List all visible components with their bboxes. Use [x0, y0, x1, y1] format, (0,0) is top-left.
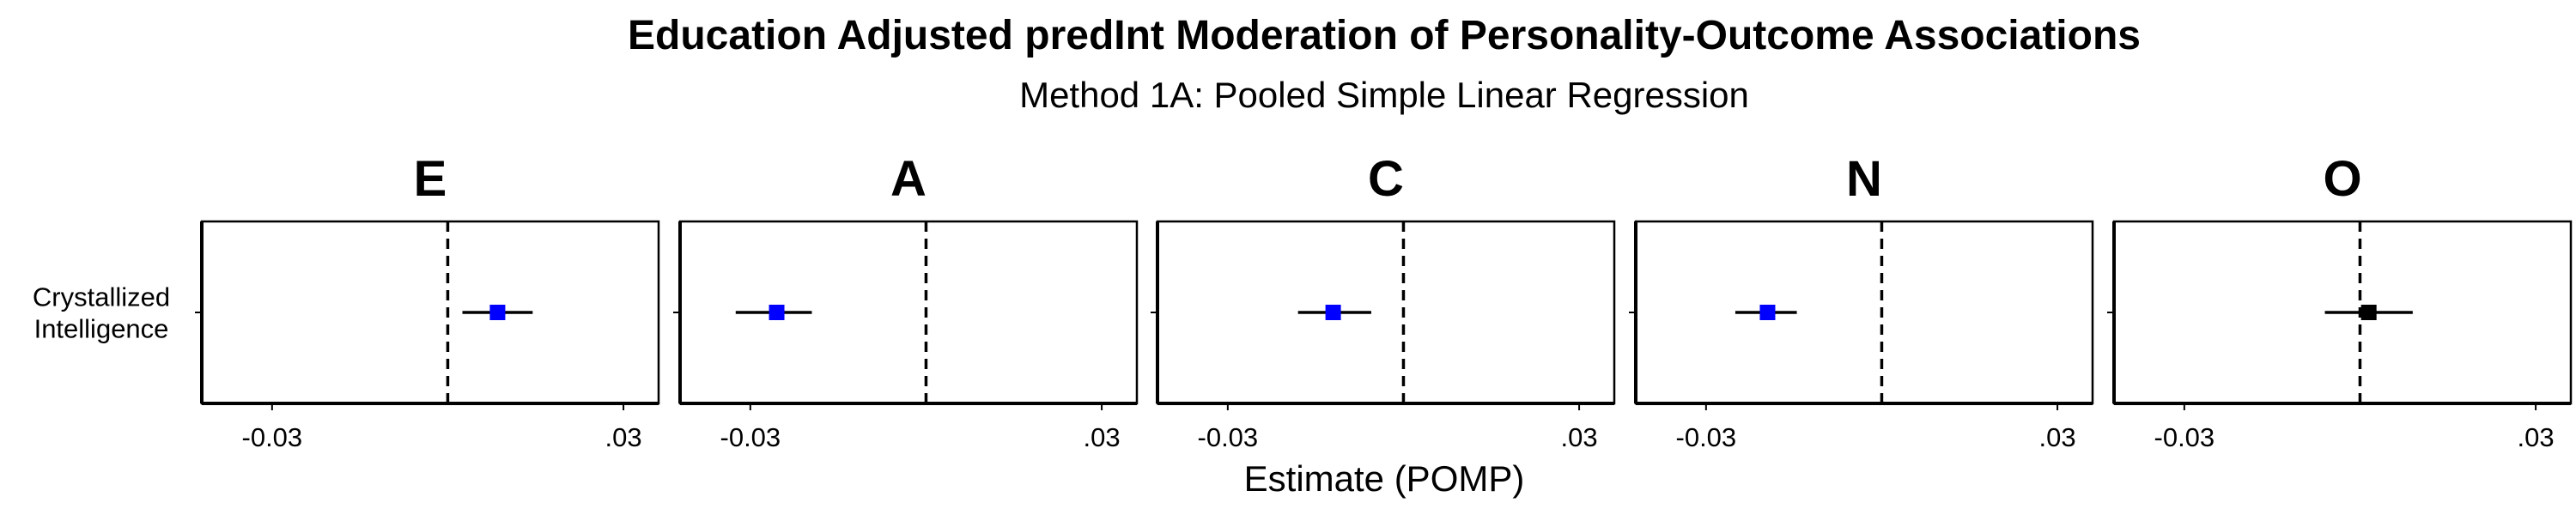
- panel-border: [1634, 220, 2094, 405]
- x-tick-label: -0.03: [2154, 422, 2215, 452]
- facet-label: A: [890, 151, 927, 207]
- point-estimate: [1759, 305, 1776, 320]
- x-tick-label: .03: [1561, 422, 1598, 452]
- chart-subtitle: Method 1A: Pooled Simple Linear Regressi…: [1019, 75, 1749, 115]
- facet-panel-o: O -0.03 .03: [2107, 151, 2573, 452]
- chart-title: Education Adjusted predInt Moderation of…: [628, 13, 2141, 58]
- x-tick-label: .03: [605, 422, 642, 452]
- x-tick-label: .03: [2039, 422, 2076, 452]
- facet-panels: E -0.03 .03 A -0.03 .03 C -0.03 .03 N -0.03 .03 O -0.…: [195, 151, 2573, 452]
- x-tick-label: -0.03: [242, 422, 303, 452]
- x-tick-label: .03: [2518, 422, 2555, 452]
- point-estimate: [769, 305, 785, 320]
- facet-panel-a: A -0.03 .03: [673, 151, 1139, 452]
- panel-border: [1156, 220, 1616, 405]
- x-tick-label: -0.03: [1198, 422, 1259, 452]
- y-category-label: Crystallized Intelligence: [33, 282, 170, 344]
- x-tick-label: .03: [1084, 422, 1121, 452]
- x-tick-label: -0.03: [720, 422, 781, 452]
- point-estimate: [1325, 305, 1341, 320]
- facet-panel-c: C -0.03 .03: [1151, 151, 1616, 452]
- x-tick-label: -0.03: [1676, 422, 1737, 452]
- facet-label: C: [1368, 151, 1404, 207]
- panel-border: [200, 220, 660, 405]
- facet-panel-e: E -0.03 .03: [195, 151, 660, 452]
- facet-label: O: [2323, 151, 2361, 207]
- y-axis-category-labels: Crystallized Intelligence: [33, 282, 170, 344]
- point-estimate: [489, 305, 506, 320]
- facet-panel-n: N -0.03 .03: [1629, 151, 2094, 452]
- facet-label: E: [414, 151, 447, 207]
- x-axis-label: Estimate (POMP): [1244, 458, 1525, 499]
- facet-label: N: [1846, 151, 1882, 207]
- point-estimate: [2360, 305, 2377, 320]
